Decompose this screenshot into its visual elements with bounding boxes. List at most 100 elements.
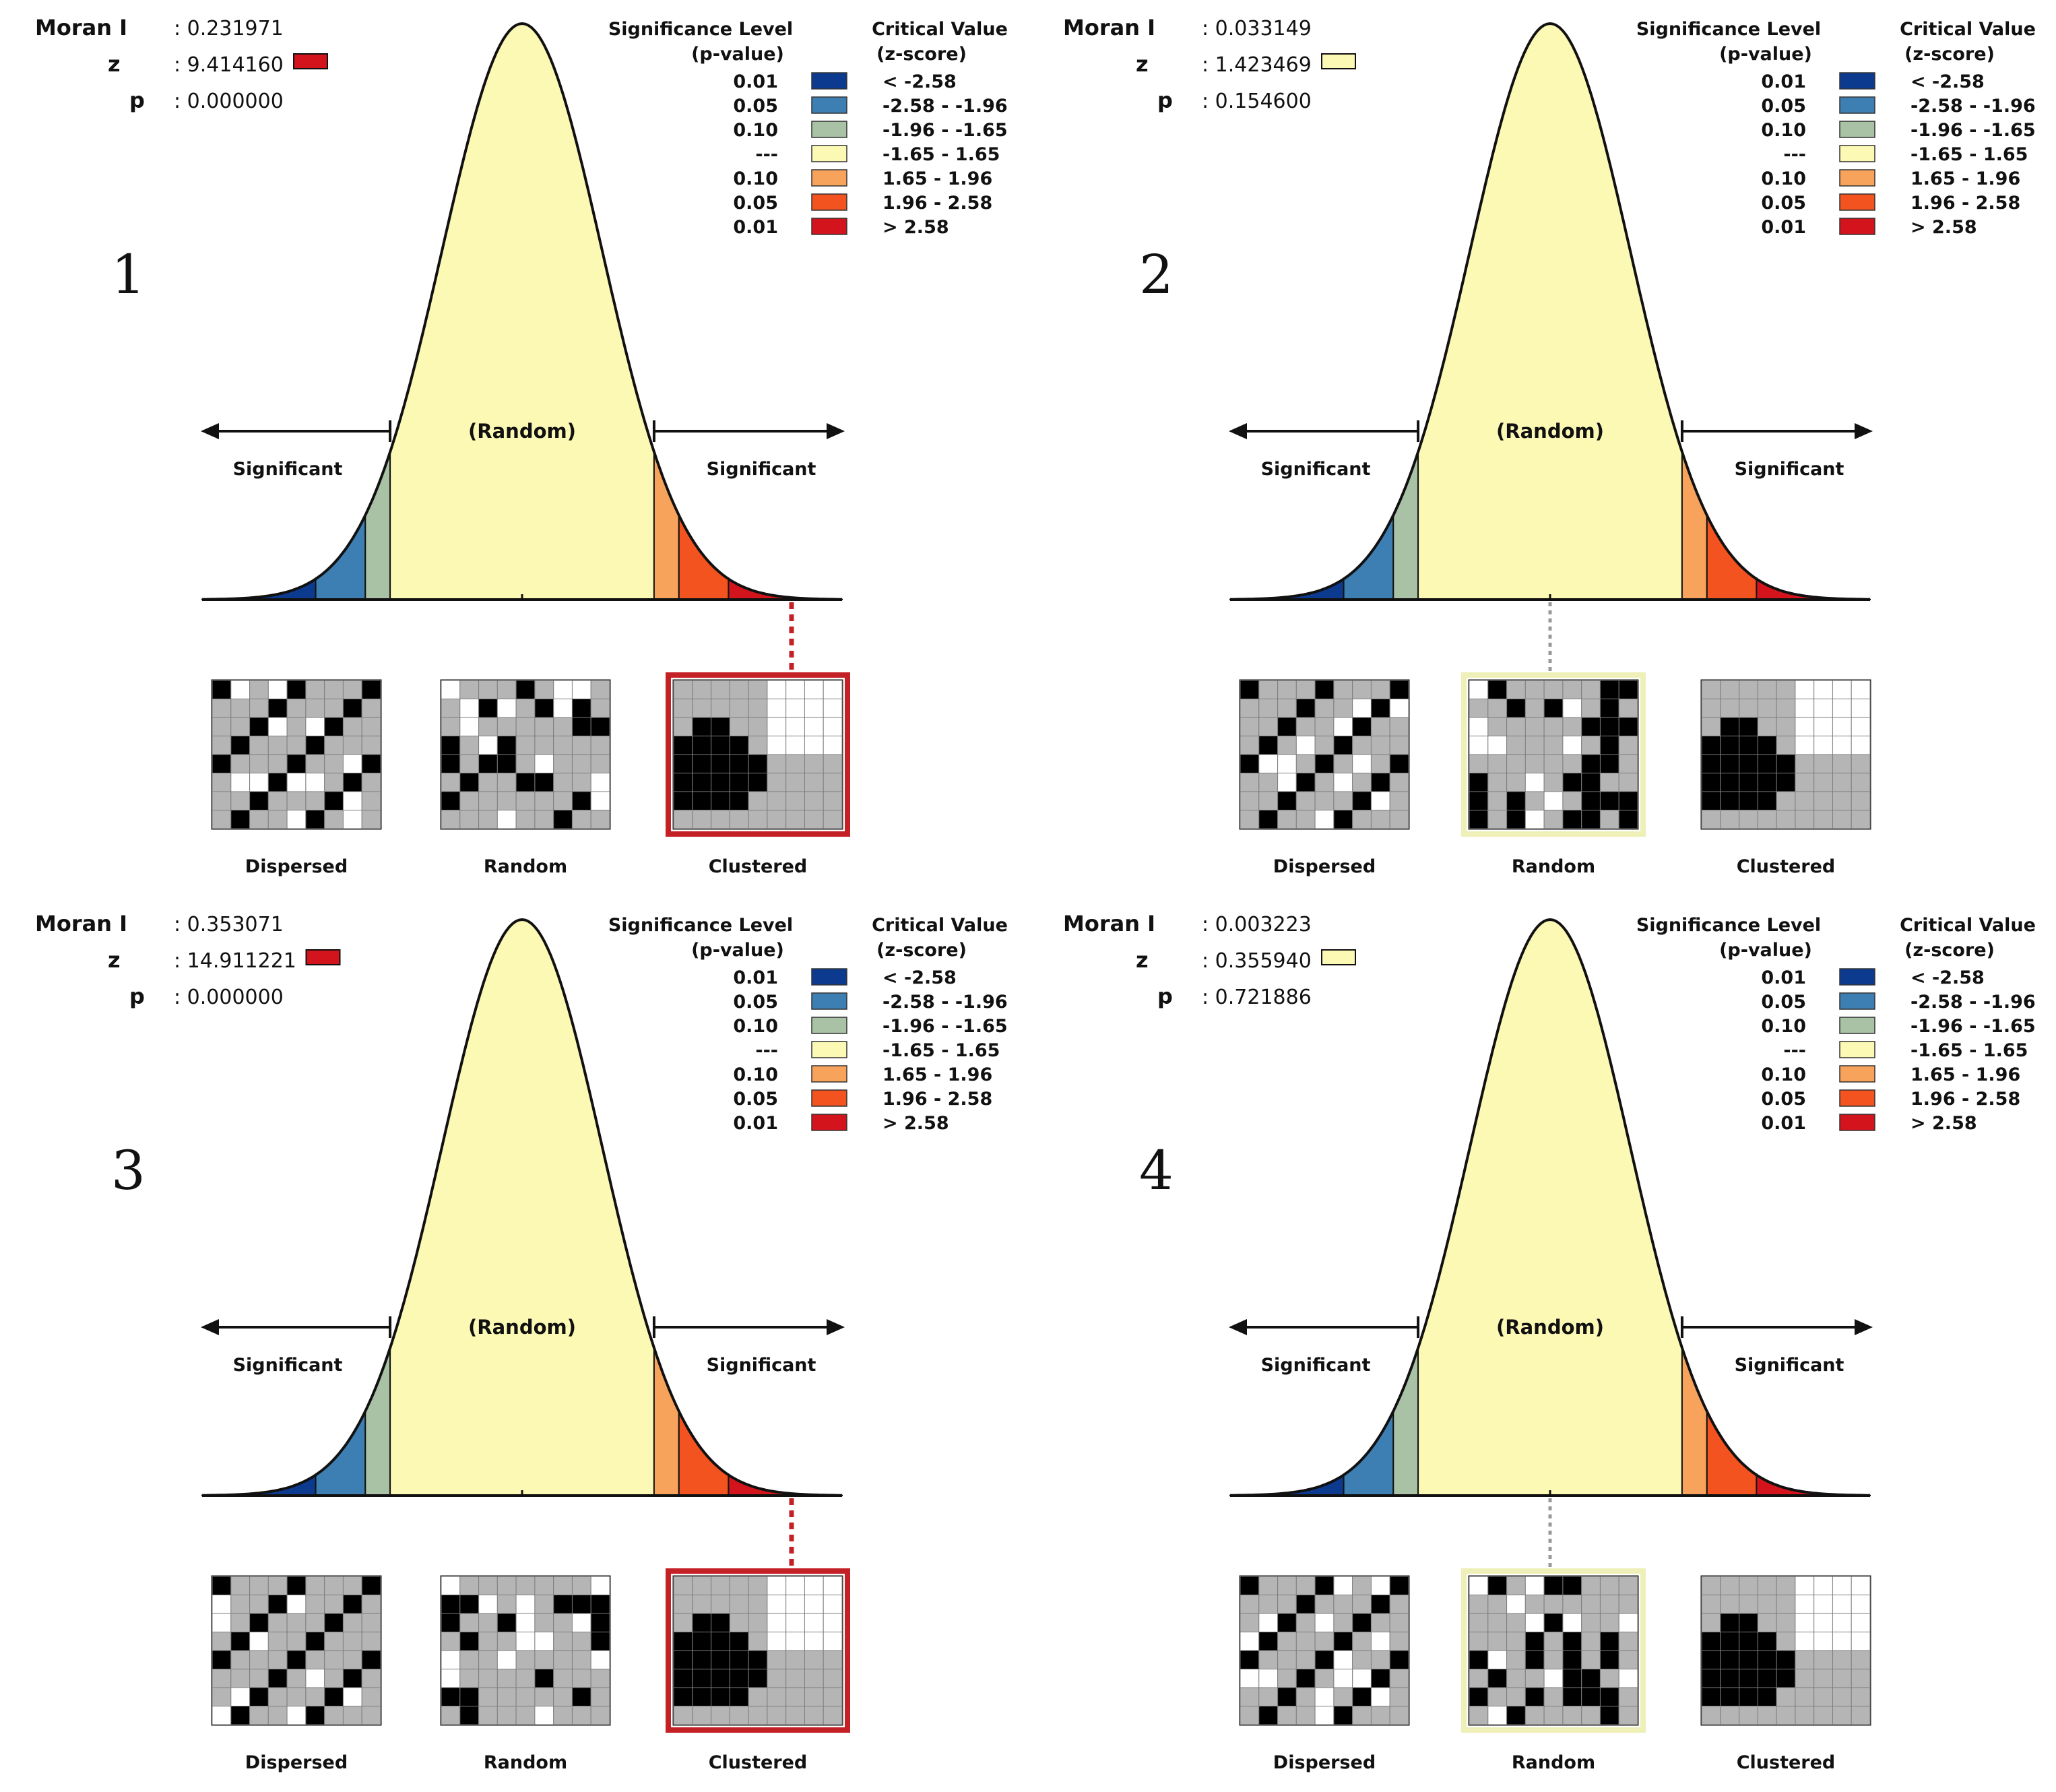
map-polygon (534, 717, 554, 736)
legend-p-value: 0.01 (733, 1113, 778, 1134)
map-polygon (1701, 680, 1721, 699)
map-polygon (823, 680, 843, 699)
map-polygon (785, 810, 805, 829)
map-polygon (515, 1706, 536, 1725)
p-label: p (1157, 984, 1173, 1009)
legend-sig-title: Significance Level (1636, 915, 1821, 936)
map-polygon (804, 1669, 824, 1688)
map-polygon (1813, 1687, 1833, 1706)
map-polygon (1314, 754, 1335, 773)
map-polygon (823, 1613, 843, 1632)
map-polygon (305, 1687, 325, 1706)
map-polygon (1599, 1687, 1619, 1706)
map-polygon (1277, 1706, 1297, 1725)
map-polygon (230, 736, 251, 755)
map-polygon (1599, 773, 1619, 792)
map-polygon (823, 717, 843, 736)
map-polygon (1352, 773, 1372, 792)
map-polygon (1524, 1576, 1545, 1595)
map-polygon (1389, 1595, 1409, 1614)
map-polygon (729, 1576, 749, 1595)
map-polygon (1701, 1613, 1721, 1632)
map-polygon (1562, 1576, 1582, 1595)
map-polygon (1370, 717, 1390, 736)
right-arrow-head (1855, 1319, 1873, 1335)
legend-z-range: < -2.58 (882, 967, 957, 988)
map-polygon (785, 791, 805, 810)
map-polygon (1581, 1632, 1601, 1651)
map-polygon (1352, 1632, 1372, 1651)
map-polygon (1776, 773, 1796, 792)
legend-swatch (1839, 1114, 1875, 1131)
moran-value: : 0.033149 (1202, 17, 1312, 40)
map-polygon (590, 1706, 610, 1725)
map-polygon (1469, 699, 1489, 718)
map-polygon (823, 810, 843, 829)
z-label: z (1136, 51, 1149, 77)
map-polygon (1506, 1687, 1526, 1706)
legend-p-value: 0.01 (733, 71, 778, 92)
map-polygon (1562, 791, 1582, 810)
map-polygon (1277, 1576, 1297, 1595)
panel-number: 2 (1139, 243, 1174, 306)
map-polygon (1851, 754, 1871, 773)
significant-right-label: Significant (707, 1355, 816, 1376)
map-polygon (305, 773, 325, 792)
map-polygon (1813, 1706, 1833, 1725)
legend-swatch (1839, 1089, 1875, 1107)
map-polygon (673, 699, 693, 718)
map-polygon (441, 736, 461, 755)
legend-z-range: 1.96 - 2.58 (1910, 193, 2020, 214)
map-polygon (1851, 717, 1871, 736)
map-polygon (553, 1650, 573, 1669)
map-polygon (590, 1669, 610, 1688)
map-polygon (1581, 699, 1601, 718)
map-polygon (1795, 680, 1815, 699)
z-label: z (108, 51, 121, 77)
map-polygon (1701, 717, 1721, 736)
legend-swatch (1839, 1017, 1875, 1034)
map-polygon (1258, 717, 1279, 736)
map-polygon (249, 736, 269, 755)
map-polygon (1599, 736, 1619, 755)
map-polygon (1701, 810, 1721, 829)
map-polygon (804, 754, 824, 773)
map-polygon (1524, 1595, 1545, 1614)
map-polygon (1618, 1669, 1638, 1688)
map-polygon (1389, 754, 1409, 773)
map-polygon (553, 1576, 573, 1595)
map-polygon (1562, 754, 1582, 773)
z-value: : 9.414160 (174, 53, 284, 77)
map-polygon (553, 736, 573, 755)
legend-p-value: 0.05 (1761, 992, 1806, 1013)
map-polygon (1352, 1706, 1372, 1725)
map-polygon (1389, 1669, 1409, 1688)
legend-sig-sub: (p-value) (1719, 940, 1812, 961)
map-polygon (590, 699, 610, 718)
legend-swatch (811, 1041, 847, 1058)
map-polygon (553, 1669, 573, 1688)
map-polygon (534, 1669, 554, 1688)
map-polygon (711, 810, 730, 829)
map-polygon (1524, 810, 1545, 829)
map-polygon (1258, 1669, 1279, 1688)
map-polygon (1701, 773, 1721, 792)
map-polygon (1314, 717, 1335, 736)
map-polygon (785, 680, 805, 699)
map-polygon (1258, 699, 1279, 718)
map-polygon (1562, 680, 1582, 699)
map-polygon (286, 736, 307, 755)
map-polygon (1757, 1632, 1777, 1651)
map-polygon (692, 1706, 712, 1725)
map-polygon (571, 1706, 591, 1725)
map-polygon (212, 1595, 232, 1614)
map-polygon (496, 1650, 517, 1669)
map-polygon (286, 1632, 307, 1651)
map-polygon (267, 1595, 288, 1614)
map-polygon (212, 1576, 232, 1595)
legend-z-range: -1.96 - -1.65 (1910, 1016, 2036, 1037)
legend-p-value: 0.01 (733, 967, 778, 988)
map-polygon (1314, 1669, 1335, 1688)
map-polygon (496, 773, 517, 792)
map-polygon (767, 717, 787, 736)
